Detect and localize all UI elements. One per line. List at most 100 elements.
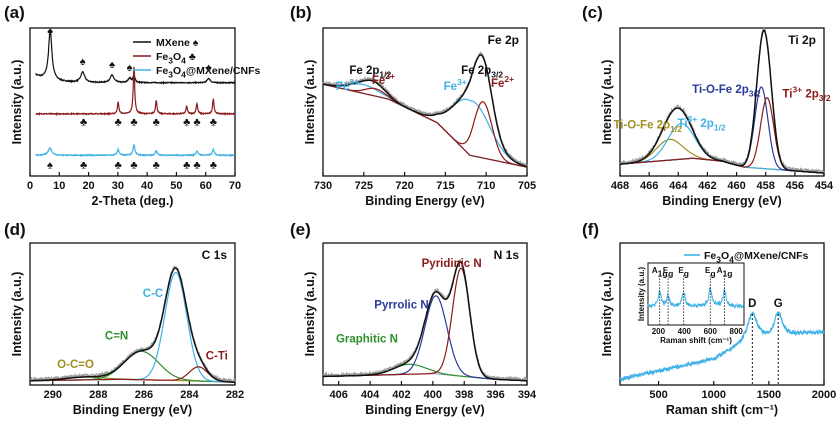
panel-b-background [322, 83, 528, 168]
panel-e-annotation-1: Pyrrolic N [374, 299, 428, 311]
panel-b-tick-label-1: 725 [355, 180, 373, 192]
panel-c: 468 466 464 462 460 458 456 454 Binding Energy (… [600, 27, 834, 208]
panel-a-marker-composite-1: ♣ [80, 160, 87, 172]
panel-a-marker-mxene-3: ♠ [127, 62, 133, 74]
panel-b-tick-label-5: 705 [518, 180, 536, 192]
panel-a-legend-label-2: Fe3O4@MXene/CNFs [156, 65, 260, 80]
panel-f-tick-label-3: 2000 [812, 389, 836, 401]
panel-f-tick-label-1: 1000 [701, 389, 725, 401]
panel-d-envelope [30, 267, 236, 383]
panel-a-tick-label-4: 40 [141, 180, 153, 192]
panel-c-ylabel: Intensity (a.u.) [600, 60, 614, 145]
panel-label-d: (d) [4, 220, 26, 239]
panel-b-component-2 [322, 83, 528, 168]
panel-d-tick-label-1: 288 [89, 389, 107, 401]
panel-c-component-3 [619, 97, 824, 174]
panel-b-annotation-2: Fe2+ [372, 71, 395, 87]
panel-b-title: Fe 2p [488, 33, 519, 47]
panel-c-xlabel: Binding Energy (eV) [662, 194, 781, 208]
panel-f-inset-peak-label-2: Eg [678, 266, 689, 279]
panel-e-envelope [323, 261, 527, 382]
panel-f-inset-frame [647, 262, 745, 326]
panel-a-series-1 [35, 66, 235, 117]
panel-c-tick-label-5: 458 [757, 180, 775, 192]
panel-e-annotation-2: Pyridinic N [422, 258, 482, 270]
panel-a-tick-label-0: 0 [27, 180, 33, 192]
panel-a-legend-label-0: MXene ♠ [156, 37, 199, 49]
panel-a-marker-fe3o4-5: ♣ [193, 117, 200, 129]
panel-a-tick-label-2: 20 [82, 180, 94, 192]
panel-a-frame [29, 27, 236, 177]
panel-f-ylabel: Intensity (a.u.) [600, 272, 614, 357]
panel-f-legend-label: Fe3O4@MXene/CNFs [704, 250, 808, 265]
panel-a-series-0 [35, 30, 236, 85]
panel-f-peak-label-1: G [774, 298, 783, 310]
panel-c-annotation-2: Ti-O-Fe 2p3/2 [692, 84, 761, 99]
panel-e-title: N 1s [494, 248, 520, 262]
panel-a-tick-label-1: 10 [53, 180, 65, 192]
panel-f-inset-tick-0: 200 [652, 327, 666, 336]
panel-e: 406 404 402 400 398 396 394 Binding Energy (eV)… [303, 242, 537, 417]
panel-a-marker-composite-6: ♣ [193, 160, 200, 172]
panel-d-tick-label-0: 290 [44, 389, 62, 401]
panel-d-annotation-3: C-Ti [206, 350, 228, 362]
panel-c-tick-label-2: 464 [669, 180, 688, 192]
panel-d-tick-label-4: 282 [226, 389, 244, 401]
panel-a-marker-composite-0: ♠ [47, 160, 53, 172]
panel-a-marker-composite-2: ♣ [115, 160, 122, 172]
panel-f-inset-peak-label-0: A1g [652, 266, 668, 279]
panel-b-annotation-4: Fe3+ [444, 77, 467, 93]
panel-d-annotation-0: O-C=O [57, 359, 94, 371]
panel-a-marker-fe3o4-2: ♣ [130, 117, 137, 129]
panel-f-inset-xlabel: Raman shift (cm⁻¹) [660, 336, 732, 345]
panel-e-tick-label-2: 402 [392, 389, 410, 401]
panel-a-ylabel: Intensity (a.u.) [10, 60, 24, 145]
panel-d-tick-label-2: 286 [135, 389, 153, 401]
panel-f-inset-tick-1: 400 [678, 327, 692, 336]
panel-c-tick-label-4: 460 [727, 180, 745, 192]
panel-e-tick-label-0: 406 [330, 389, 348, 401]
panel-e-annotation-0: Graphitic N [336, 333, 398, 345]
panel-f-inset-tick-2: 600 [704, 327, 718, 336]
panel-a-marker-mxene-4: ♠ [206, 62, 212, 74]
panel-f-series-0 [619, 310, 825, 382]
panel-a-marker-fe3o4-6: ♣ [210, 117, 217, 129]
panel-c-tick-label-3: 462 [698, 180, 716, 192]
panel-a-tick-label-5: 50 [170, 180, 182, 192]
panel-b-component-0 [323, 83, 528, 168]
panel-d-annotation-1: C=N [105, 331, 128, 343]
panel-label-c: (c) [582, 3, 603, 22]
panel-a-tick-label-6: 60 [200, 180, 212, 192]
panel-f-tick-label-2: 1500 [757, 389, 781, 401]
panel-a-marker-mxene-1: ♠ [80, 56, 86, 68]
panel-a-marker-composite-3: ♣ [130, 160, 137, 172]
panel-a-marker-mxene-0: ♠ [47, 26, 53, 38]
panel-a-xlabel: 2-Theta (deg.) [92, 194, 174, 208]
panel-c-tick-label-7: 454 [815, 180, 834, 192]
panel-a-marker-fe3o4-0: ♣ [80, 117, 87, 129]
panel-e-tick-label-4: 398 [455, 389, 473, 401]
panel-f-inset-tick-3: 800 [730, 327, 744, 336]
panel-a-marker-composite-4: ♣ [153, 160, 160, 172]
panel-b-annotation-1: Fe3+ [336, 77, 359, 93]
panel-b-tick-label-3: 715 [436, 180, 454, 192]
panel-e-frame [322, 242, 528, 386]
panel-a-marker-composite-5: ♣ [183, 160, 190, 172]
panel-b-tick-label-2: 720 [395, 180, 413, 192]
panel-c-annotation-1: Ti3+ 2p1/2 [678, 114, 726, 133]
panel-a-series-2 [35, 143, 236, 158]
panel-f-peak-label-0: D [748, 298, 756, 310]
panel-d-annotation-2: C-C [143, 288, 163, 300]
panel-e-ylabel: Intensity (a.u.) [303, 272, 317, 357]
panel-f-inset-series [647, 286, 745, 309]
panel-c-title: Ti 2p [788, 33, 816, 47]
panel-d-title: C 1s [202, 248, 228, 262]
panel-c-tick-label-6: 456 [786, 180, 804, 192]
panel-e-tick-label-6: 394 [518, 389, 537, 401]
panel-b-tick-label-4: 710 [477, 180, 495, 192]
panel-c-tick-label-1: 466 [640, 180, 658, 192]
panel-f-xlabel: Raman shift (cm⁻¹) [666, 403, 778, 417]
panel-b-annotation-3: Fe 2p3/2 [461, 65, 503, 80]
